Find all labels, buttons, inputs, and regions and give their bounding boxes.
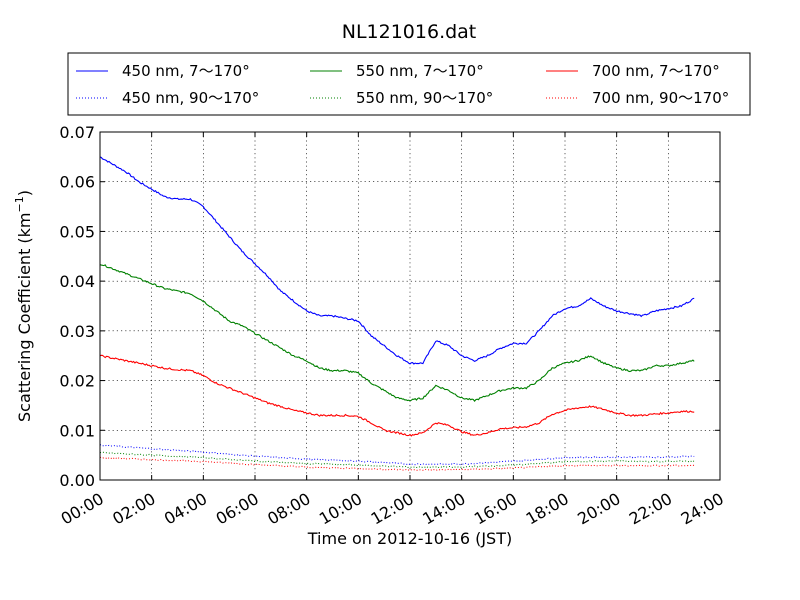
- series-group: [99, 156, 695, 472]
- x-tick-label: 22:00: [626, 489, 675, 529]
- legend-label-4: 550 nm, 90～170°: [356, 89, 493, 107]
- x-tick-label: 08:00: [264, 489, 313, 529]
- x-tick-label: 10:00: [316, 489, 365, 529]
- x-axis-label: Time on 2012-10-16 (JST): [307, 529, 512, 548]
- legend: 450 nm, 7～170° 550 nm, 7～170° 700 nm, 7～17…: [67, 52, 751, 116]
- y-axis-label-end: ): [15, 190, 34, 196]
- y-tick-label: 0.07: [59, 123, 95, 142]
- y-tick-label: 0.00: [59, 471, 95, 490]
- series-line-3: [99, 444, 695, 466]
- grid-lines: [100, 132, 720, 480]
- y-axis-label-main: Scattering Coefficient (km: [15, 212, 34, 422]
- series-line-1: [99, 264, 695, 402]
- y-tick-label: 0.02: [59, 372, 95, 391]
- y-tick-label: 0.06: [59, 173, 95, 192]
- x-tick-label: 04:00: [161, 489, 210, 529]
- legend-label-5: 700 nm, 90～170°: [592, 89, 729, 107]
- series-line-5: [99, 456, 695, 472]
- x-tick-label: 02:00: [109, 489, 158, 529]
- legend-label-1: 550 nm, 7～170°: [356, 62, 484, 80]
- series-line-4: [99, 451, 695, 469]
- series-line-2: [99, 354, 695, 437]
- x-tick-label: 12:00: [368, 489, 417, 529]
- x-tick-label: 20:00: [574, 489, 623, 529]
- series-line-0: [99, 156, 695, 365]
- chart-title: NL121016.dat: [342, 21, 477, 43]
- x-tick-label: 18:00: [523, 489, 572, 529]
- legend-label-2: 700 nm, 7～170°: [592, 62, 720, 80]
- y-tick-label: 0.04: [59, 272, 95, 291]
- plot-frame: [99, 131, 721, 481]
- x-tick-label: 16:00: [471, 489, 520, 529]
- legend-label-0: 450 nm, 7～170°: [122, 62, 250, 80]
- x-tick-label: 06:00: [213, 489, 262, 529]
- x-tick-label: 00:00: [58, 489, 107, 529]
- legend-box: [67, 52, 751, 116]
- y-axis-label-sup: −1: [13, 196, 26, 212]
- y-tick-label: 0.03: [59, 322, 95, 341]
- legend-label-3: 450 nm, 90～170°: [122, 89, 259, 107]
- y-tick-label: 0.01: [59, 421, 95, 440]
- axis-ticks: 00:00 02:00 04:00 06:00 08:00 10:00 12:00 14:00…: [58, 123, 727, 529]
- x-tick-label: 24:00: [678, 489, 727, 529]
- y-axis-label: Scattering Coefficient (km−1): [13, 190, 34, 422]
- x-tick-label: 14:00: [419, 489, 468, 529]
- y-tick-label: 0.05: [59, 222, 95, 241]
